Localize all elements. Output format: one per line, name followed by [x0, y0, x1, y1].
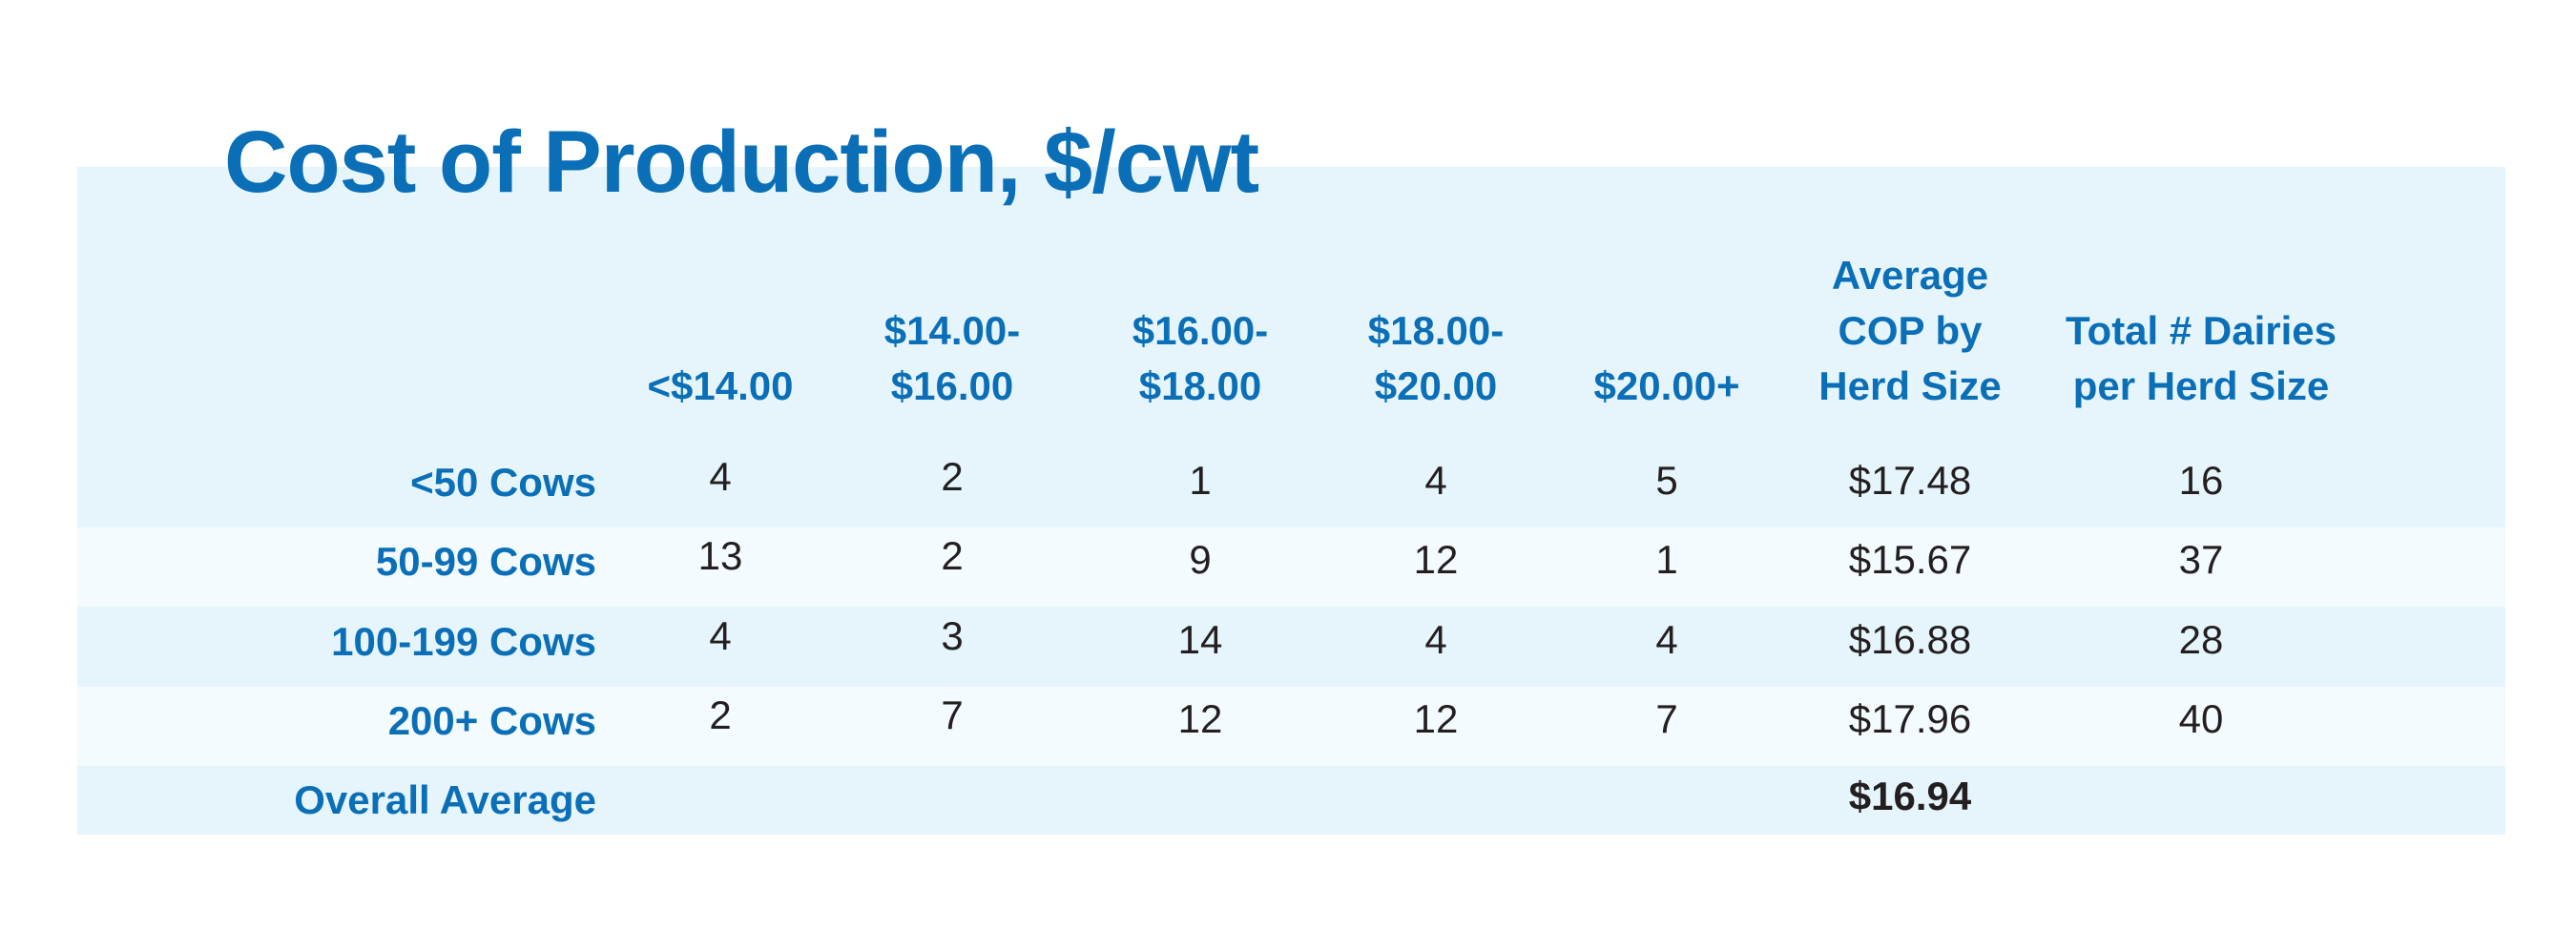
table-cell: 13 [697, 533, 743, 578]
table-cell: $16.88 [1848, 617, 1972, 662]
row-band [77, 527, 2505, 607]
overall-average-label: Overall Average [294, 777, 596, 822]
row-label: 50-99 Cows [375, 539, 596, 584]
column-header: Average COP by Herd Size [1818, 253, 2002, 408]
table-cell: 4 [1655, 617, 1678, 662]
table-cell: 4 [709, 454, 732, 499]
table-cell: 37 [2178, 537, 2224, 582]
table-cell: 4 [1424, 458, 1447, 503]
table-cell: 5 [1655, 458, 1678, 503]
table-cell: 12 [1413, 537, 1459, 582]
table-cell: 1 [1189, 458, 1212, 503]
row-band [77, 687, 2505, 766]
column-header: Total # Dairies per Herd Size [2066, 308, 2337, 408]
table-cell: 2 [941, 454, 964, 499]
table-cell: $17.48 [1848, 458, 1972, 503]
table-cell: 14 [1177, 617, 1223, 662]
table-cell: 12 [1177, 696, 1223, 741]
table-cell: 1 [1655, 537, 1678, 582]
column-header: <$14.00 [647, 363, 794, 408]
table-cell: 2 [941, 533, 964, 578]
column-header: $14.00- $16.00 [883, 308, 1021, 408]
chart-title: Cost of Production, $/cwt [224, 114, 1259, 211]
row-label: <50 Cows [410, 460, 596, 505]
table-cell: $17.96 [1848, 696, 1972, 741]
table-cell: $15.67 [1848, 537, 1972, 582]
table-cell: 4 [709, 613, 732, 658]
table-cell: 2 [709, 692, 732, 737]
table-cell: 40 [2178, 696, 2224, 741]
overall-average-value: $16.94 [1848, 774, 1972, 818]
row-label: 200+ Cows [387, 698, 596, 743]
table-cell: 4 [1424, 617, 1447, 662]
table-cell: 16 [2178, 458, 2224, 503]
table-cell: 3 [941, 613, 964, 658]
column-header: $16.00- $18.00 [1132, 308, 1269, 408]
column-header: $18.00- $20.00 [1367, 308, 1505, 408]
column-header: $20.00+ [1593, 363, 1740, 408]
table-cell: 7 [1655, 696, 1678, 741]
table-cell: 9 [1189, 537, 1212, 582]
table-cell: 28 [2178, 617, 2224, 662]
table-cell: 12 [1413, 696, 1459, 741]
row-label: 100-199 Cows [331, 619, 596, 664]
table-cell: 7 [941, 692, 964, 737]
